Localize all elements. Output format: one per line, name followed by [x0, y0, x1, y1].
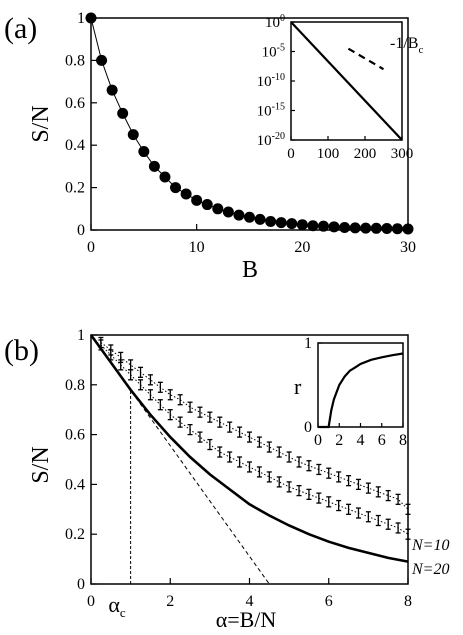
data-point: [138, 146, 150, 158]
data-point: [339, 221, 351, 233]
y-tick-label: 0: [77, 222, 85, 239]
data-point: [286, 218, 298, 230]
x-tick-label: 4: [357, 432, 365, 449]
data-point: [170, 182, 182, 194]
data-point: [191, 194, 203, 206]
data-point: [275, 217, 287, 229]
panel-a-frame: [90, 17, 409, 231]
panel-a-xlabel: B: [242, 257, 258, 283]
data-point: [85, 12, 97, 24]
data-point: [265, 216, 277, 228]
data-point: [307, 220, 319, 232]
y-tick-label: 0.6: [65, 427, 85, 444]
series-label-n20: N=20: [411, 561, 449, 578]
inset-r-curve: [318, 352, 404, 429]
data-point: [317, 220, 329, 232]
x-tick-label: 8: [399, 432, 407, 449]
series-label-n10: N=10: [411, 537, 449, 554]
data-point: [381, 223, 393, 235]
panel-b-inset-series: [318, 352, 404, 429]
data-point: [233, 209, 245, 221]
y-tick-label: 100: [265, 13, 285, 31]
x-tick-label: 4: [246, 593, 254, 610]
panel-a-inset-series: [290, 21, 403, 141]
inset-solid-line: [290, 21, 403, 141]
data-point: [391, 223, 403, 235]
panel-b-alpha-c-label: αc: [108, 592, 126, 620]
y-tick-label: 10-5: [262, 43, 285, 61]
data-point: [148, 160, 160, 172]
x-tick-label: 200: [354, 146, 377, 162]
y-tick-label: 1: [304, 335, 312, 352]
panel-a-label: (a): [4, 12, 37, 45]
data-point: [360, 222, 372, 234]
data-point: [402, 223, 414, 235]
y-tick-label: 0.2: [65, 526, 85, 543]
theory-curve: [89, 334, 409, 563]
x-tick-label: 20: [294, 239, 310, 256]
data-point: [328, 221, 340, 233]
panel-a-inset: 0 100 200 300 100 10-5 10-10 10-15 10-20 -1/Bc: [257, 13, 424, 162]
x-tick-label: 6: [325, 593, 333, 610]
data-point: [159, 171, 171, 183]
y-tick-label: 1: [77, 327, 85, 344]
panel-b: (b) 0 2 4 6 800.20.40.60.81 α=B/N S/N αc N=1…: [4, 327, 449, 632]
data-point: [254, 213, 266, 225]
data-point: [96, 54, 108, 66]
y-tick-label: 0.2: [65, 180, 85, 197]
panel-b-label: (b): [4, 334, 39, 367]
data-point: [222, 206, 234, 218]
data-point: [201, 199, 213, 211]
y-tick-label: 0.4: [65, 137, 85, 154]
y-tick-label: 1: [77, 10, 85, 27]
y-tick-label: 0.4: [65, 476, 85, 493]
panel-a-ylabel: S/N: [28, 105, 54, 142]
inset-slope-dashed-line: [347, 47, 385, 71]
panel-b-ticks: 0 2 4 6 800.20.40.60.81: [65, 327, 412, 610]
data-point: [244, 211, 255, 223]
x-tick-label: 0: [314, 432, 322, 449]
panel-b-inset-ticks: 0 2 4 6 801: [304, 335, 407, 449]
panel-b-ylabel: S/N: [28, 446, 54, 483]
panel-a-inset-slope-label: -1/Bc: [390, 35, 423, 56]
x-tick-label: 6: [378, 432, 386, 449]
x-tick-label: 0: [87, 239, 95, 256]
y-tick-label: 0: [304, 419, 312, 436]
data-point: [212, 203, 224, 215]
panel-b-inset-ylabel: r: [294, 374, 302, 399]
y-tick-label: 10-15: [257, 102, 285, 120]
x-tick-label: 300: [391, 146, 414, 162]
x-tick-label: 2: [335, 432, 343, 449]
panel-b-series: [89, 334, 411, 585]
x-tick-label: 0: [87, 593, 95, 610]
data-point: [127, 129, 139, 141]
panel-a-inset-ticks: 0 100 200 300 100 10-5 10-10 10-15 10-20: [257, 13, 414, 162]
y-tick-label: 10-20: [257, 131, 285, 149]
linear-dashed-line: [90, 334, 270, 585]
series-n10-dotted-line: [100, 342, 409, 510]
y-tick-label: 0.8: [65, 377, 85, 394]
x-tick-label: 30: [400, 239, 416, 256]
y-tick-label: 0.6: [65, 95, 85, 112]
panel-b-inset: 0 2 4 6 801 r: [294, 335, 407, 449]
data-point: [296, 219, 308, 231]
data-point: [180, 188, 192, 200]
data-point: [117, 107, 129, 119]
panel-b-xlabel: α=B/N: [216, 607, 277, 632]
y-tick-label: 10-10: [257, 72, 285, 90]
x-tick-label: 10: [189, 239, 205, 256]
data-point: [370, 222, 382, 234]
y-tick-label: 0: [77, 576, 85, 593]
y-tick-label: 0.8: [65, 52, 85, 69]
data-point: [106, 84, 118, 96]
x-tick-label: 2: [166, 593, 174, 610]
data-point: [349, 222, 361, 234]
x-tick-label: 0: [287, 146, 295, 162]
panel-a-series: [85, 12, 414, 235]
x-tick-label: 100: [317, 146, 340, 162]
x-tick-label: 8: [404, 593, 412, 610]
